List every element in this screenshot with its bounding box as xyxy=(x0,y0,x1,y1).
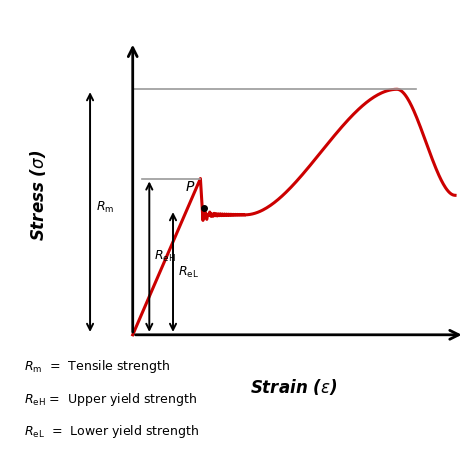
Text: Strain ($\varepsilon$): Strain ($\varepsilon$) xyxy=(250,377,337,397)
Text: $R_\mathrm{eL}$: $R_\mathrm{eL}$ xyxy=(178,265,199,279)
Text: $R_\mathrm{eH}$ =  Upper yield strength: $R_\mathrm{eH}$ = Upper yield strength xyxy=(24,391,197,408)
Text: $R_\mathrm{m}$: $R_\mathrm{m}$ xyxy=(96,200,114,215)
Text: $R_\mathrm{eL}$  =  Lower yield strength: $R_\mathrm{eL}$ = Lower yield strength xyxy=(24,423,199,440)
Text: Stress ($\sigma$): Stress ($\sigma$) xyxy=(28,150,48,241)
Text: $R_\mathrm{eH}$: $R_\mathrm{eH}$ xyxy=(154,249,176,264)
Text: $R_\mathrm{m}$  =  Tensile strength: $R_\mathrm{m}$ = Tensile strength xyxy=(24,358,170,375)
Text: $P$: $P$ xyxy=(184,180,195,194)
